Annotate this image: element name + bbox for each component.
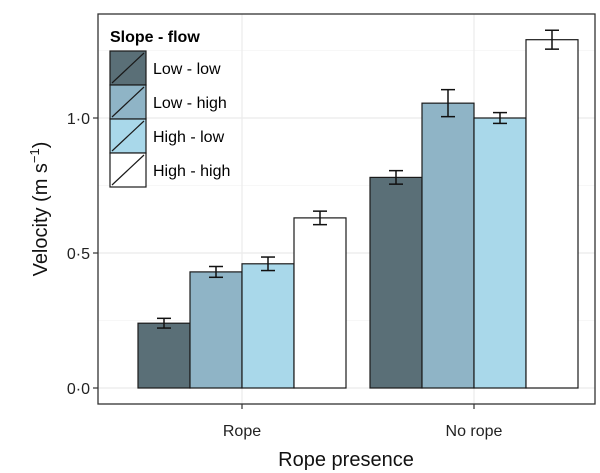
legend-label: High - low — [153, 129, 225, 146]
bar — [525, 39, 579, 389]
bar — [369, 176, 423, 389]
x-tick-label: Rope — [223, 423, 261, 440]
legend: Slope - flow Low - low Low - high High - l… — [109, 29, 230, 188]
y-axis-title: Velocity (m s−1) — [27, 142, 52, 277]
bars — [137, 39, 579, 389]
legend-title: Slope - flow — [110, 29, 200, 46]
legend-key-slash — [111, 120, 145, 152]
y-tick-label: 0·5 — [67, 246, 90, 263]
x-axis: Rope No rope — [223, 404, 503, 440]
plot-panel-border — [97, 13, 596, 405]
bar — [421, 102, 475, 389]
legend-key-slash — [111, 154, 145, 186]
legend-label: High - high — [153, 163, 230, 180]
bar — [293, 217, 347, 389]
legend-label: Low - high — [153, 95, 227, 112]
bar — [241, 263, 295, 389]
bar — [473, 117, 527, 389]
legend-label: Low - low — [153, 61, 221, 78]
x-tick-label: No rope — [446, 423, 503, 440]
error-bars — [157, 29, 559, 329]
y-tick-label: 1·0 — [67, 111, 90, 128]
legend-key-slash — [111, 86, 145, 118]
bar — [189, 271, 243, 389]
bar — [137, 322, 191, 389]
x-axis-title: Rope presence — [278, 449, 414, 471]
y-axis: 0·0 0·5 1·0 — [67, 111, 98, 398]
legend-key-slash — [111, 52, 145, 84]
y-tick-label: 0·0 — [67, 381, 90, 398]
